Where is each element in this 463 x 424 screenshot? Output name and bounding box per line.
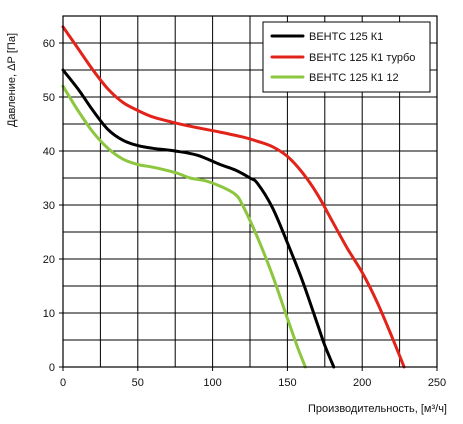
x-tick-label: 0	[60, 377, 66, 389]
series-line-k1-12	[61, 84, 307, 369]
plot-frame	[62, 15, 438, 368]
x-tick-label: 200	[353, 377, 371, 389]
legend: ВЕНТС 125 К1 ВЕНТС 125 К1 турбо ВЕНТС 12…	[262, 21, 431, 93]
y-tick-label: 30	[43, 200, 55, 212]
legend-label-k1-12: ВЕНТС 125 К1 12	[309, 72, 399, 84]
y-tick-label: 60	[43, 38, 55, 50]
x-tick-label: 50	[132, 377, 144, 389]
series-line-k1-turbo	[61, 25, 406, 369]
x-tick-label: 100	[203, 377, 221, 389]
y-tick-label: 50	[43, 92, 55, 104]
y-tick-label: 20	[43, 254, 55, 266]
legend-label-k1-turbo: ВЕНТС 125 К1 турбо	[309, 52, 415, 64]
x-tick-label: 150	[278, 377, 296, 389]
y-axis-ticks: 0 10 20 30 40 50 60	[43, 38, 63, 374]
series-line-k1	[61, 68, 336, 369]
x-axis-ticks: 0 50 100 150 200 250	[60, 367, 446, 389]
x-axis-title: Производительность, [м³/ч]	[308, 403, 447, 415]
legend-label-k1: ВЕНТС 125 К1	[309, 31, 383, 43]
y-tick-label: 0	[49, 362, 55, 374]
y-axis-title: Давление, ΔР [Па]	[6, 33, 18, 127]
series-lines	[61, 25, 406, 369]
y-tick-label: 40	[43, 146, 55, 158]
y-tick-label: 10	[43, 308, 55, 320]
x-tick-label: 250	[428, 377, 446, 389]
